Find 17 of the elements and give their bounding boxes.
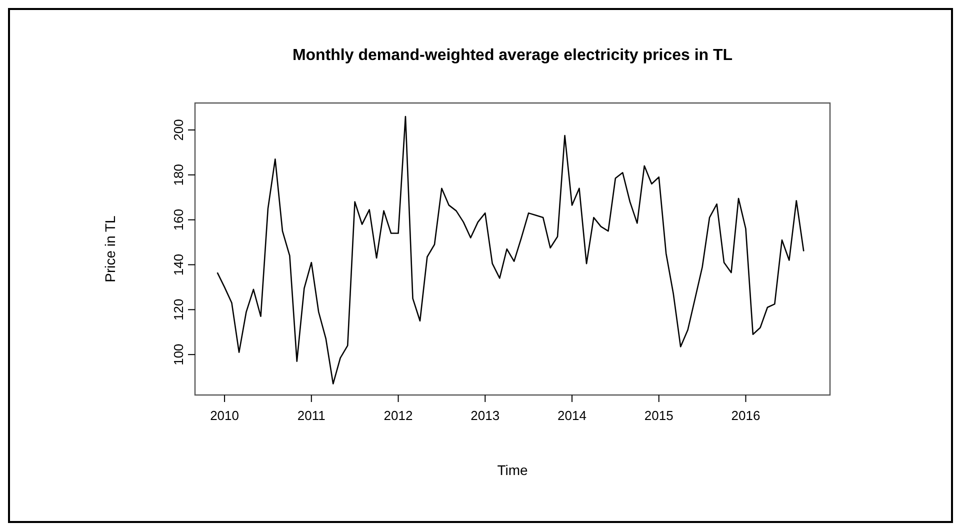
x-tick-label: 2016 (731, 408, 760, 423)
x-axis-title: Time (497, 462, 528, 478)
x-tick-label: 2013 (470, 408, 500, 423)
x-tick-label: 2012 (384, 408, 413, 423)
y-tick-label: 200 (171, 119, 186, 141)
x-tick-label: 2011 (297, 408, 326, 423)
y-tick-label: 140 (171, 254, 186, 276)
x-tick-label: 2015 (644, 408, 674, 423)
y-tick-label: 160 (171, 208, 186, 231)
y-tick-label: 100 (171, 344, 186, 366)
line-series (216, 116, 804, 384)
y-axis-title: Price in TL (102, 215, 118, 282)
y-tick-label: 180 (171, 164, 186, 186)
y-tick-label: 120 (171, 298, 186, 320)
chart-title: Monthly demand-weighted average electricity prices in TL (292, 47, 733, 64)
x-tick-label: 2014 (558, 408, 586, 423)
x-tick-label: 2010 (210, 408, 239, 423)
